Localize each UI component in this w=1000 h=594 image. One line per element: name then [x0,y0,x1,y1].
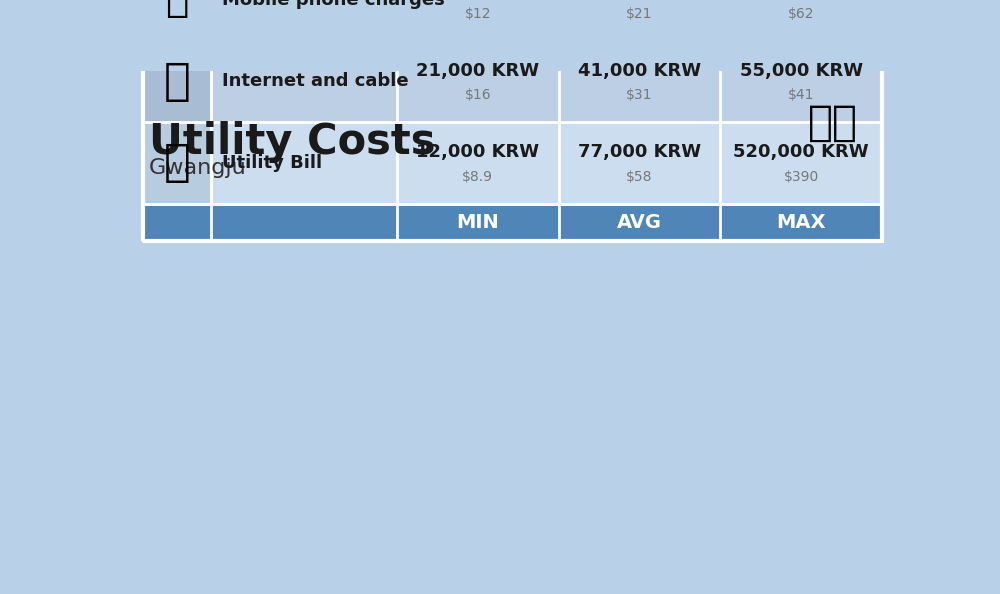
Text: $8.9: $8.9 [462,170,493,184]
Text: 520,000 KRW: 520,000 KRW [733,143,869,161]
Text: Mobile phone charges: Mobile phone charges [222,0,445,9]
Text: $16: $16 [465,88,491,102]
Bar [143,204,882,241]
Bar [143,40,211,122]
Text: 📡: 📡 [163,60,190,103]
Bar [143,0,882,40]
Text: Utility Bill: Utility Bill [222,154,322,172]
Text: $41: $41 [788,88,814,102]
Text: MAX: MAX [776,213,826,232]
Text: Gwangju: Gwangju [149,157,247,178]
Text: Internet and cable: Internet and cable [222,72,409,90]
Text: $21: $21 [626,7,653,21]
Text: $62: $62 [788,7,814,21]
Text: $12: $12 [465,7,491,21]
Text: 🇰🇷: 🇰🇷 [808,102,858,144]
Bar [143,122,882,204]
Bar [143,0,882,241]
Text: 21,000 KRW: 21,000 KRW [416,62,539,80]
Text: Utility Costs: Utility Costs [149,121,436,163]
Text: 12,000 KRW: 12,000 KRW [416,143,539,161]
Text: 41,000 KRW: 41,000 KRW [578,62,701,80]
Text: 🔌: 🔌 [163,141,190,184]
Text: $31: $31 [626,88,653,102]
Text: 55,000 KRW: 55,000 KRW [740,62,863,80]
Text: $390: $390 [784,170,819,184]
Text: AVG: AVG [617,213,662,232]
Text: MIN: MIN [456,213,499,232]
Text: 📱: 📱 [165,0,188,18]
Text: $58: $58 [626,170,653,184]
Bar [143,122,211,204]
Bar [143,0,211,40]
FancyBboxPatch shape [790,93,876,153]
Bar [143,40,882,122]
Text: 77,000 KRW: 77,000 KRW [578,143,701,161]
